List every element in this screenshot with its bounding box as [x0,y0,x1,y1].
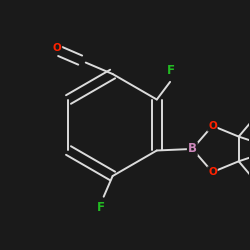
Text: F: F [167,64,175,77]
Text: B: B [188,142,197,156]
Text: O: O [208,167,217,177]
Text: F: F [97,201,105,214]
Text: O: O [53,43,62,53]
Text: O: O [208,121,217,131]
